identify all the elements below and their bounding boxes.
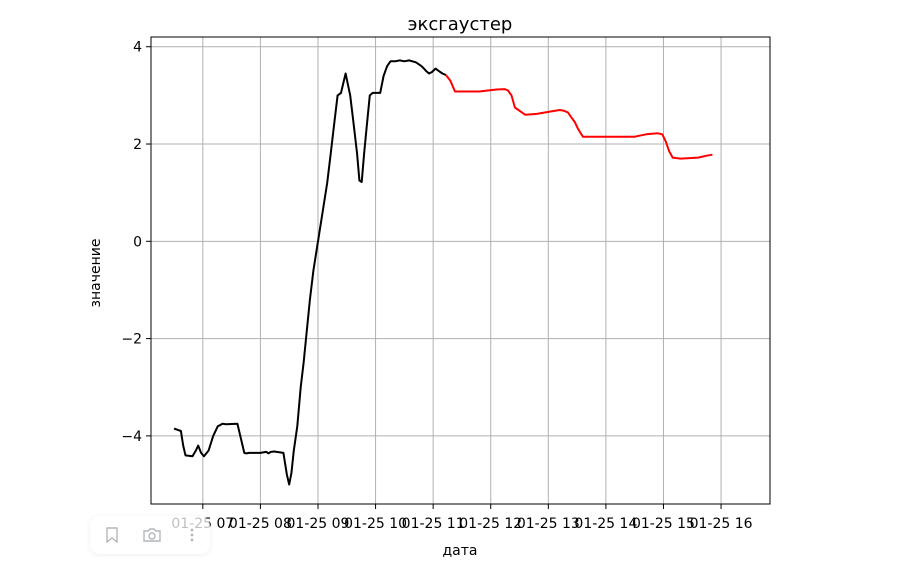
y-axis: −4 −2 0 2 4 bbox=[121, 40, 151, 445]
series-line-1 bbox=[173, 59, 447, 486]
chart-title: эксгаустер bbox=[408, 14, 513, 35]
series-layer bbox=[173, 59, 713, 486]
grid bbox=[151, 37, 770, 504]
bookmark-icon[interactable] bbox=[102, 525, 122, 545]
x-tick-label: 01-25 10 bbox=[344, 516, 407, 532]
x-tick-label: 01-25 16 bbox=[690, 516, 753, 532]
image-toolbar bbox=[90, 516, 210, 554]
more-vertical-icon[interactable] bbox=[182, 525, 202, 545]
x-tick-label: 01-25 13 bbox=[517, 516, 580, 532]
x-tick-label: 01-25 11 bbox=[402, 516, 465, 532]
y-axis-label: значение bbox=[88, 239, 104, 308]
x-tick-label: 01-25 14 bbox=[574, 516, 637, 532]
y-tick-label: 4 bbox=[133, 40, 142, 56]
x-tick-label: 01-25 09 bbox=[287, 516, 350, 532]
y-tick-label: 2 bbox=[133, 137, 142, 153]
x-tick-label: 01-25 08 bbox=[229, 516, 292, 532]
plot-frame bbox=[150, 36, 771, 505]
x-tick-label: 01-25 12 bbox=[459, 516, 522, 532]
y-tick-label: −4 bbox=[121, 429, 142, 445]
series-line-2 bbox=[445, 74, 713, 160]
camera-icon[interactable] bbox=[142, 525, 162, 545]
y-tick-label: 0 bbox=[133, 234, 142, 250]
x-tick-label: 01-25 15 bbox=[632, 516, 695, 532]
y-tick-label: −2 bbox=[121, 332, 142, 348]
x-axis-label: дата bbox=[443, 543, 478, 559]
